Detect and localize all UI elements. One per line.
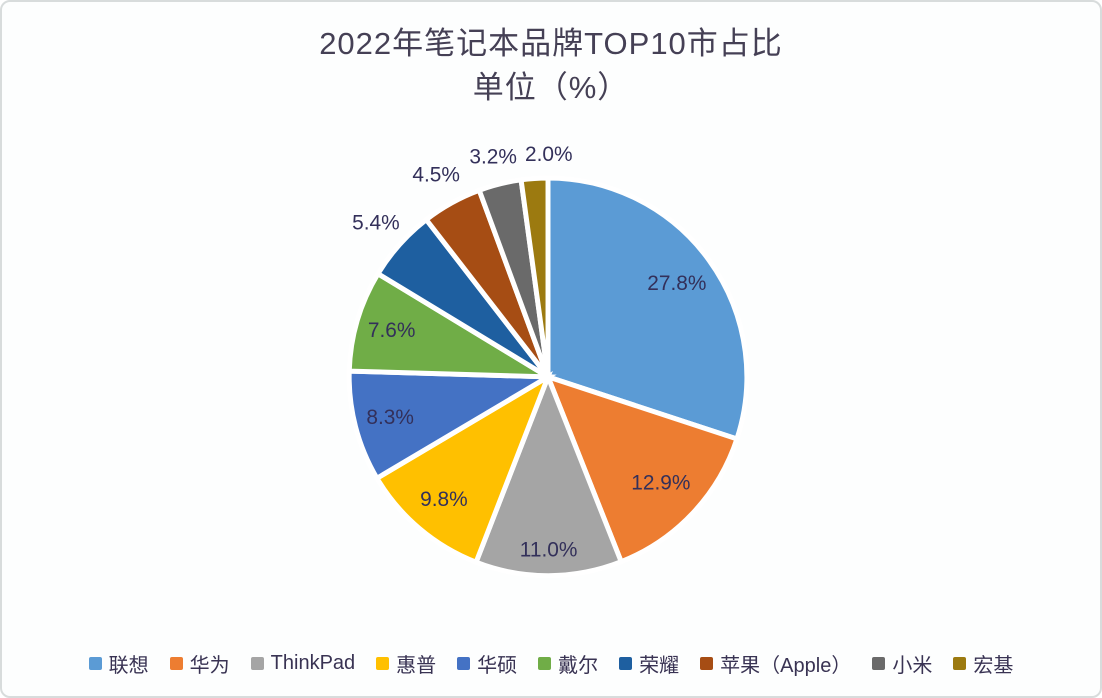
slice-value-label: 27.8% [647,272,706,295]
pie-slice-5 [346,368,557,482]
legend-label: 宏基 [973,655,1014,677]
legend-swatch [872,657,886,670]
legend-label: ThinkPad [270,652,356,674]
legend-swatch [953,657,967,670]
legend-swatch [376,657,390,670]
slice-value-label: 2.0% [525,143,573,166]
pie-slice-4 [373,371,553,566]
legend-item: 华硕 [457,649,517,678]
legend-item: 荣耀 [619,649,679,678]
slice-value-label: 3.2% [469,145,517,168]
slice-value-label: 4.5% [412,164,460,187]
chart-title-line2: 单位（%） [472,70,630,105]
slice-value-label: 12.9% [631,472,690,495]
legend-label: 小米 [892,655,933,677]
legend-item: ThinkPad [250,652,356,675]
legend-label: 华硕 [477,655,518,677]
slice-value-label: 9.8% [420,488,468,511]
legend-swatch [700,657,714,670]
legend-swatch [457,657,471,670]
chart-title: 2022年笔记本品牌TOP10市占比 单位（%） [2,22,1100,110]
pie-slice-2 [543,372,741,565]
legend-label: 苹果（Apple） [720,655,852,677]
legend-label: 荣耀 [639,655,680,677]
chart-title-line1: 2022年笔记本品牌TOP10市占比 [319,26,783,61]
legend-label: 华为 [189,655,230,677]
legend-item: 苹果（Apple） [700,649,851,678]
legend-label: 联想 [108,655,149,677]
legend-item: 小米 [872,649,932,678]
slice-value-label: 7.6% [368,319,416,342]
legend-label: 戴尔 [558,655,599,677]
legend-item: 惠普 [376,649,436,678]
legend-item: 联想 [88,649,149,678]
legend-swatch [250,657,264,670]
legend-swatch [88,657,102,670]
legend-swatch [538,657,552,670]
legend-item: 戴尔 [538,649,598,678]
slice-value-label: 8.3% [366,406,414,429]
legend-item: 宏基 [953,649,1013,678]
pie-slice-3 [472,370,625,579]
legend-swatch [169,657,183,670]
legend-item: 华为 [169,649,230,678]
legend-label: 惠普 [396,655,437,677]
slice-value-label: 11.0% [520,538,578,561]
legend-swatch [619,657,633,670]
slice-value-label: 5.4% [352,212,400,235]
pie-slice-10 [518,175,551,378]
chart-legend: 联想 华为 ThinkPad 惠普 华硕 戴尔 荣耀 苹果（Apple） 小米 宏基 [2,649,1100,678]
pie-slice-1 [545,175,750,443]
